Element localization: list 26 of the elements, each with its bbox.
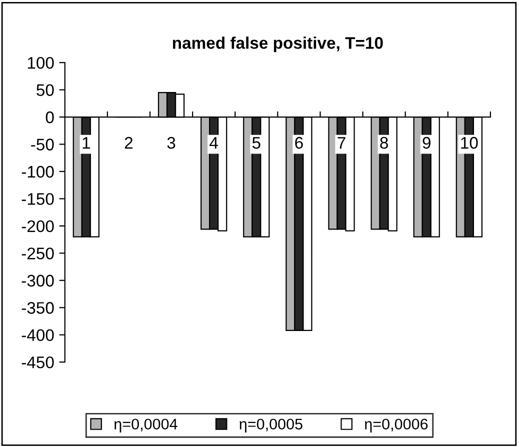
y-tick-label: -350 bbox=[22, 302, 54, 314]
y-tick-label: -250 bbox=[22, 248, 54, 260]
x-tick-label: 1 bbox=[82, 137, 90, 149]
y-tick-label: 100 bbox=[28, 56, 54, 69]
chart-title: named false positive, T=10 bbox=[172, 36, 383, 52]
x-tick-label: 2 bbox=[124, 136, 133, 149]
x-tick-label: 5 bbox=[252, 137, 260, 149]
x-tick-label: 4 bbox=[210, 137, 218, 149]
x-tick-label: 10 bbox=[461, 136, 478, 149]
x-tick-label: 6 bbox=[295, 136, 303, 149]
legend-label: η=0,0006 bbox=[364, 418, 428, 433]
y-tick-label: -150 bbox=[22, 193, 54, 205]
y-tick-label: -100 bbox=[22, 166, 54, 178]
y-tick-label: 50 bbox=[36, 84, 54, 96]
x-tick-label: 7 bbox=[338, 137, 346, 149]
x-tick-label: 8 bbox=[380, 136, 388, 149]
y-tick-label: -200 bbox=[22, 220, 54, 232]
y-tick-label: -50 bbox=[31, 138, 54, 150]
y-tick-label: -450 bbox=[22, 356, 54, 368]
y-tick-label: -300 bbox=[22, 274, 54, 287]
x-tick-label: 9 bbox=[422, 136, 430, 149]
y-tick-label: 0 bbox=[46, 111, 54, 124]
y-tick-label: -400 bbox=[22, 329, 54, 342]
legend-label: η=0,0005 bbox=[240, 418, 302, 433]
legend-label: η=0,0004 bbox=[114, 418, 178, 433]
x-tick-label: 3 bbox=[167, 136, 176, 149]
